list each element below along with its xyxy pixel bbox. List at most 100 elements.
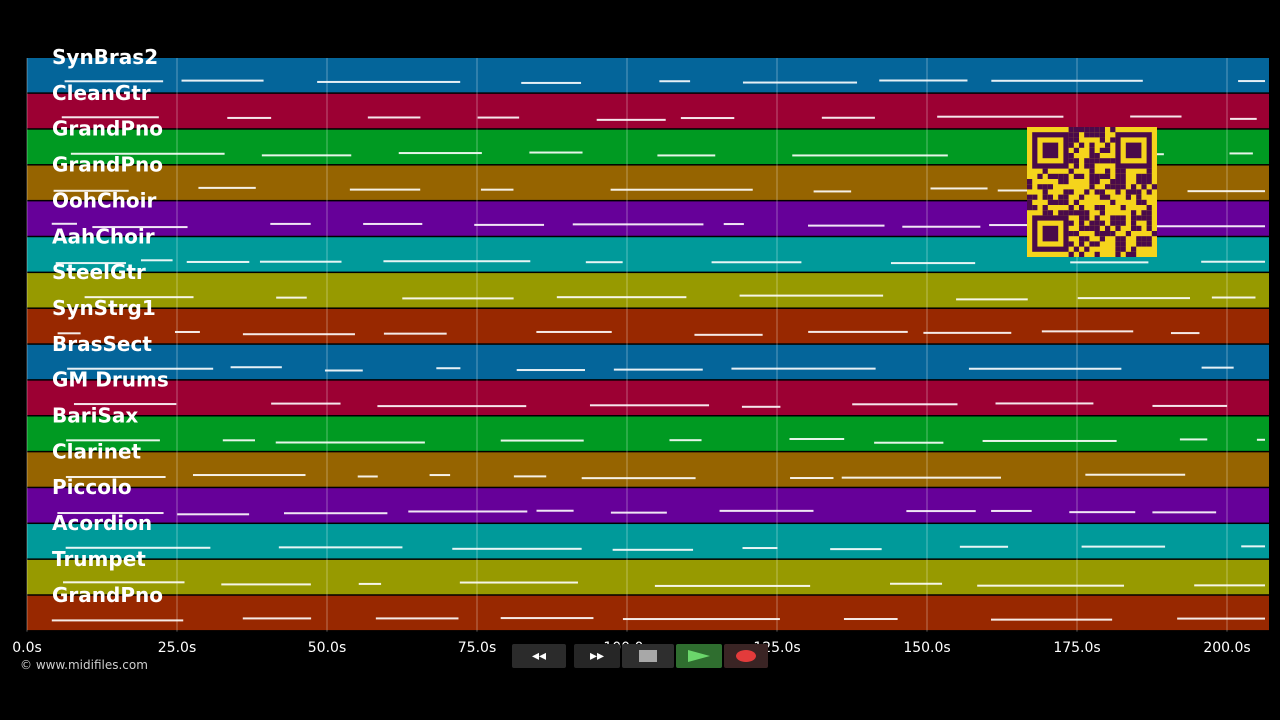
- note-segment: [459, 581, 578, 584]
- time-tick-label: 25.0s: [158, 640, 196, 656]
- note-segment: [990, 618, 1113, 621]
- note-segment: [51, 619, 184, 622]
- note-segment: [474, 223, 545, 226]
- note-segment: [51, 222, 77, 225]
- track-lane[interactable]: [27, 488, 1269, 523]
- note-segment: [65, 475, 166, 478]
- note-segment: [357, 475, 378, 478]
- track-label: SynStrg1: [52, 296, 156, 320]
- track-label: BariSax: [52, 404, 138, 428]
- note-segment: [436, 367, 461, 370]
- time-tick-label: 150.0s: [903, 640, 950, 656]
- note-segment: [480, 188, 514, 191]
- note-segment: [64, 80, 164, 83]
- track-label: Acordion: [52, 511, 152, 535]
- qr-code-image: [1027, 127, 1157, 257]
- record-button[interactable]: [724, 644, 768, 668]
- track-lane[interactable]: [27, 524, 1269, 559]
- note-segment: [572, 223, 704, 226]
- note-segment: [67, 367, 214, 370]
- note-segment: [1229, 152, 1253, 155]
- note-segment: [174, 330, 200, 333]
- note-segment: [186, 260, 250, 263]
- note-segment: [589, 404, 710, 407]
- note-segment: [813, 190, 852, 193]
- track-lane[interactable]: [27, 344, 1269, 380]
- time-tick-label: 175.0s: [1053, 640, 1100, 656]
- note-segment: [1146, 225, 1265, 228]
- note-segment: [529, 151, 583, 154]
- note-segment: [270, 222, 311, 225]
- track-lane[interactable]: [27, 416, 1269, 451]
- note-segment: [613, 368, 703, 371]
- note-segment: [556, 296, 687, 299]
- note-segment: [358, 582, 382, 585]
- fast-forward-button[interactable]: ▸▸: [574, 644, 620, 668]
- note-segment: [383, 332, 447, 335]
- note-segment: [841, 476, 1002, 479]
- play-button[interactable]: [676, 644, 722, 668]
- note-segment: [227, 116, 272, 119]
- note-segment: [659, 80, 691, 83]
- note-segment: [192, 474, 306, 477]
- fast-forward-icon: ▸▸: [589, 648, 605, 664]
- rewind-button[interactable]: ◂◂: [512, 644, 566, 668]
- track-lane[interactable]: [27, 58, 1269, 93]
- note-segment: [1238, 80, 1265, 83]
- track-lane[interactable]: [27, 273, 1269, 308]
- note-segment: [53, 189, 129, 192]
- note-segment: [1152, 511, 1217, 514]
- note-segment: [367, 116, 421, 119]
- track-lane[interactable]: [27, 308, 1269, 344]
- note-segment: [402, 297, 514, 300]
- note-segment: [230, 366, 282, 369]
- note-segment: [65, 546, 211, 549]
- note-segment: [731, 367, 876, 370]
- note-segment: [968, 367, 1122, 370]
- note-segment: [792, 154, 948, 157]
- note-segment: [1256, 438, 1265, 441]
- track-label: Trumpet: [52, 547, 146, 571]
- note-segment: [669, 439, 702, 442]
- note-segment: [1241, 545, 1265, 548]
- note-segment: [680, 117, 735, 120]
- time-tick-label: 0.0s: [12, 640, 42, 656]
- note-segment: [375, 617, 459, 620]
- note-segment: [1194, 584, 1265, 587]
- note-segment: [956, 298, 1028, 301]
- note-segment: [242, 333, 355, 336]
- track-label: SynBras2: [52, 45, 158, 69]
- note-segment: [654, 584, 811, 587]
- note-segment: [259, 260, 342, 263]
- note-segment: [276, 296, 307, 299]
- note-segment: [890, 262, 976, 265]
- note-segment: [57, 512, 164, 515]
- note-segment: [477, 116, 520, 119]
- note-segment: [383, 260, 531, 263]
- note-segment: [808, 330, 908, 333]
- note-segment: [821, 116, 875, 119]
- track-label: GM Drums: [52, 368, 169, 392]
- note-segment: [500, 617, 594, 620]
- track-label: OohChoir: [52, 188, 156, 212]
- track-lane[interactable]: [27, 380, 1269, 415]
- track-lane[interactable]: [27, 452, 1269, 487]
- note-segment: [398, 152, 482, 155]
- note-segment: [991, 79, 1143, 82]
- track-lane[interactable]: [27, 559, 1269, 595]
- note-segment: [711, 261, 802, 264]
- track-lane[interactable]: [27, 93, 1269, 129]
- note-segment: [222, 439, 256, 442]
- stop-button[interactable]: [622, 644, 674, 668]
- track-lane[interactable]: [27, 595, 1269, 631]
- note-segment: [977, 584, 1125, 587]
- note-segment: [959, 545, 1009, 548]
- note-segment: [879, 79, 968, 82]
- note-segment: [324, 369, 363, 372]
- note-segment: [1187, 190, 1265, 193]
- note-segment: [585, 261, 623, 264]
- note-segment: [429, 474, 451, 477]
- note-segment: [789, 438, 845, 441]
- note-segment: [596, 118, 666, 121]
